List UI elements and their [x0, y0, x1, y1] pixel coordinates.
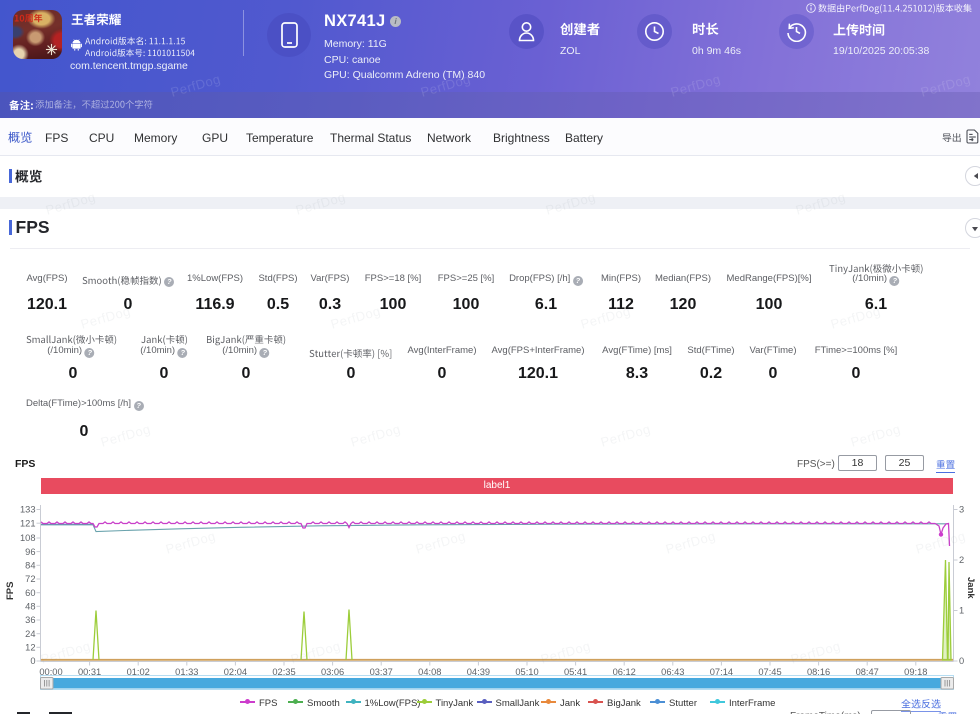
svg-text:09:18: 09:18 — [904, 667, 927, 677]
svg-text:0: 0 — [959, 656, 964, 666]
svg-text:03:06: 03:06 — [321, 667, 344, 677]
svg-text:24: 24 — [25, 629, 35, 639]
svg-text:02:35: 02:35 — [272, 667, 295, 677]
svg-text:08:16: 08:16 — [807, 667, 830, 677]
svg-text:06:12: 06:12 — [613, 667, 636, 677]
svg-text:01:02: 01:02 — [127, 667, 150, 677]
svg-text:05:10: 05:10 — [515, 667, 538, 677]
svg-text:00:31: 00:31 — [78, 667, 101, 677]
svg-text:12: 12 — [25, 643, 35, 653]
svg-text:05:41: 05:41 — [564, 667, 587, 677]
svg-text:02:04: 02:04 — [224, 667, 247, 677]
svg-text:01:33: 01:33 — [175, 667, 198, 677]
svg-text:84: 84 — [25, 561, 35, 571]
svg-text:03:37: 03:37 — [370, 667, 393, 677]
svg-text:121: 121 — [20, 518, 36, 528]
svg-text:07:14: 07:14 — [710, 667, 733, 677]
svg-text:133: 133 — [20, 505, 36, 515]
svg-text:04:08: 04:08 — [418, 667, 441, 677]
svg-text:04:39: 04:39 — [467, 667, 490, 677]
svg-text:3: 3 — [959, 505, 964, 515]
svg-text:48: 48 — [25, 602, 35, 612]
svg-text:08:47: 08:47 — [856, 667, 879, 677]
svg-text:2: 2 — [959, 555, 964, 565]
svg-text:72: 72 — [25, 574, 35, 584]
svg-text:07:45: 07:45 — [758, 667, 781, 677]
svg-text:108: 108 — [20, 533, 36, 543]
svg-text:1: 1 — [959, 606, 964, 616]
svg-text:00:00: 00:00 — [39, 667, 62, 677]
svg-text:36: 36 — [25, 615, 35, 625]
svg-text:0: 0 — [30, 656, 35, 666]
svg-text:06:43: 06:43 — [661, 667, 684, 677]
svg-text:FPS: FPS — [5, 582, 16, 600]
svg-text:60: 60 — [25, 588, 35, 598]
svg-text:Jank: Jank — [965, 577, 976, 599]
svg-text:96: 96 — [25, 547, 35, 557]
